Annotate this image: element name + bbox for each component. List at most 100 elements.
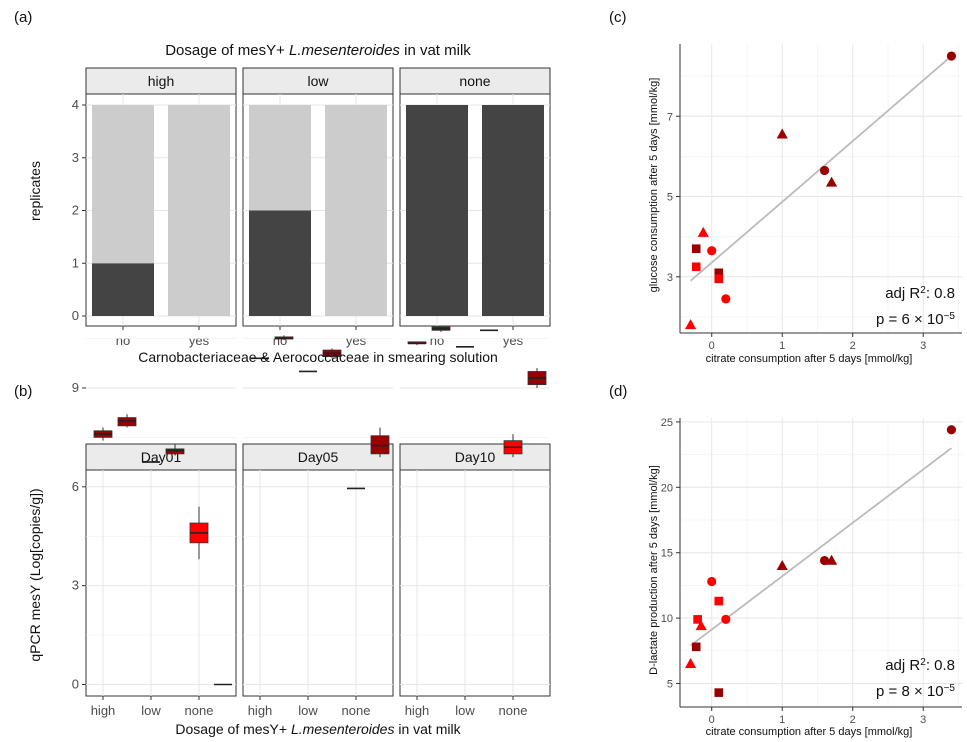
chart-b-xtick-label: high: [91, 703, 116, 718]
chart-d-ytick-label: 5: [667, 678, 673, 690]
chart-b-strip: [399, 443, 551, 471]
chart-a-xtick-label: yes: [189, 333, 210, 348]
chart-b-ylabel: qPCR mesY (Log[copies/g]): [27, 488, 43, 661]
chart-d-point: [721, 614, 731, 624]
chart-a-xlabel: Carnobacteriaceae & Aerococcaceae in sme…: [138, 349, 498, 365]
chart-a-bar: [168, 105, 230, 316]
chart-b-xtick-label: high: [405, 703, 430, 718]
chart-d-point: [819, 555, 830, 566]
chart-b-box: [165, 448, 185, 455]
chart-c-point: [721, 294, 731, 304]
chart-d-fit-line: [690, 447, 952, 647]
chart-a-xtick-label: yes: [503, 333, 524, 348]
chart-c-ylabel: glucose consumption after 5 days [mmol/k…: [648, 78, 660, 293]
chart-b-ytick-label: 6: [72, 479, 79, 494]
chart-c-xtick-label: 1: [779, 340, 785, 352]
chart-a-ylabel: replicates: [27, 161, 43, 221]
chart-a-strip-label: high: [148, 73, 174, 89]
chart-a-xtick-label: no: [430, 333, 444, 348]
chart-c-r2-annotation: adj R2: 0.8: [885, 285, 955, 303]
chart-a-title: Dosage of mesY+ L.mesenteroides in vat m…: [165, 42, 471, 59]
chart-a-bar: [406, 105, 468, 316]
chart-b-panel: [399, 469, 551, 697]
chart-d-xtick-label: 3: [920, 714, 926, 726]
chart-d-xtick-label: 1: [779, 714, 785, 726]
chart-a-strip: [85, 67, 237, 95]
chart-c-point: [697, 226, 709, 237]
chart-b-panel: [85, 469, 237, 697]
chart-d-point: [714, 596, 724, 606]
chart-a: high no yes low no yes none no yes 0 1 2 3 4: [72, 67, 551, 348]
chart-b-xlabel: Dosage of mesY+ L.mesenteroides in vat m…: [175, 721, 461, 737]
chart-a-strip-label: none: [459, 73, 490, 89]
chart-d-point: [684, 658, 697, 669]
chart-a-xtick-label: yes: [346, 333, 367, 348]
chart-a-ytick-label: 3: [72, 150, 79, 165]
chart-b-xtick-label: none: [185, 703, 214, 718]
chart-d-xtick-label: 0: [709, 714, 715, 726]
panel-label-b: (b): [14, 383, 32, 400]
chart-c-point: [819, 165, 830, 176]
chart-a-bar: [249, 210, 311, 316]
panel-label-d: (d): [609, 383, 627, 400]
chart-d-xtick-label: 2: [850, 714, 856, 726]
chart-d-point: [693, 615, 702, 624]
chart-c-point: [684, 319, 697, 330]
chart-d-point: [695, 620, 707, 631]
chart-c-ytick-label: 3: [667, 272, 673, 284]
chart-d-point: [776, 559, 788, 570]
chart-d-ytick-label: 25: [661, 417, 673, 429]
panel-label-c: (c): [609, 9, 627, 26]
chart-b-strip: [85, 443, 237, 471]
chart-b-box: [370, 435, 390, 455]
chart-a-ytick-label: 4: [72, 97, 79, 112]
chart-a-strip-label: low: [307, 73, 329, 89]
chart-b-panel: [242, 469, 394, 697]
chart-c-ytick-label: 5: [667, 192, 673, 204]
chart-d-p-annotation: p = 8 × 10−5: [876, 683, 955, 701]
chart-c-xtick-label: 2: [850, 340, 856, 352]
chart-c-point: [707, 246, 717, 256]
chart-d-xlabel: citrate consumption after 5 days [mmol/k…: [706, 726, 913, 738]
chart-c-point: [946, 51, 957, 61]
chart-b-xtick-label: low: [298, 703, 318, 718]
chart-a-xtick-label: no: [273, 333, 287, 348]
chart-b-strip-label: Day05: [298, 449, 339, 465]
chart-c-point: [714, 268, 724, 278]
chart-d-point: [691, 642, 701, 652]
chart-d-ytick-label: 15: [661, 548, 673, 560]
chart-c-xtick-label: 0: [709, 340, 715, 352]
chart-a-xtick-label: no: [116, 333, 130, 348]
chart-d-ylabel: D-lactate production after 5 days [mmol/…: [648, 465, 660, 675]
chart-c-point: [825, 176, 838, 187]
chart-b-ytick-label: 9: [72, 380, 79, 395]
chart-d-point: [714, 688, 724, 697]
chart-d-r2-annotation: adj R2: 0.8: [885, 657, 955, 675]
panel-label-a: (a): [14, 9, 32, 26]
chart-b-xtick-label: low: [141, 703, 161, 718]
chart-c-point: [776, 128, 788, 139]
chart-c-point: [691, 262, 701, 272]
chart-a-bar: [92, 263, 154, 316]
chart-c-point: [714, 274, 724, 284]
chart-b-xtick-label: none: [499, 703, 528, 718]
chart-c: 0 1 2 3 3 5 7: [667, 44, 962, 352]
chart-a-bar: [92, 105, 154, 264]
chart-a-ytick-label: 0: [72, 308, 79, 323]
chart-b-ytick-label: 0: [72, 677, 79, 692]
chart-d-point: [707, 576, 717, 587]
chart-a-ytick-label: 2: [72, 203, 79, 218]
chart-c-xlabel: citrate consumption after 5 days [mmol/k…: [706, 353, 913, 365]
chart-b-xtick-label: low: [455, 703, 475, 718]
chart-c-xtick-label: 3: [920, 340, 926, 352]
chart-d: 0 1 2 3 5 10 15 20 25: [661, 417, 962, 726]
chart-b-box: [117, 417, 137, 427]
chart-d-point: [946, 425, 957, 435]
chart-b-xtick-label: high: [248, 703, 273, 718]
chart-d-ytick-label: 20: [661, 482, 673, 494]
chart-a-strip: [399, 67, 551, 95]
chart-b-strip-label: Day10: [455, 449, 496, 465]
chart-b-ytick-label: 3: [72, 578, 79, 593]
